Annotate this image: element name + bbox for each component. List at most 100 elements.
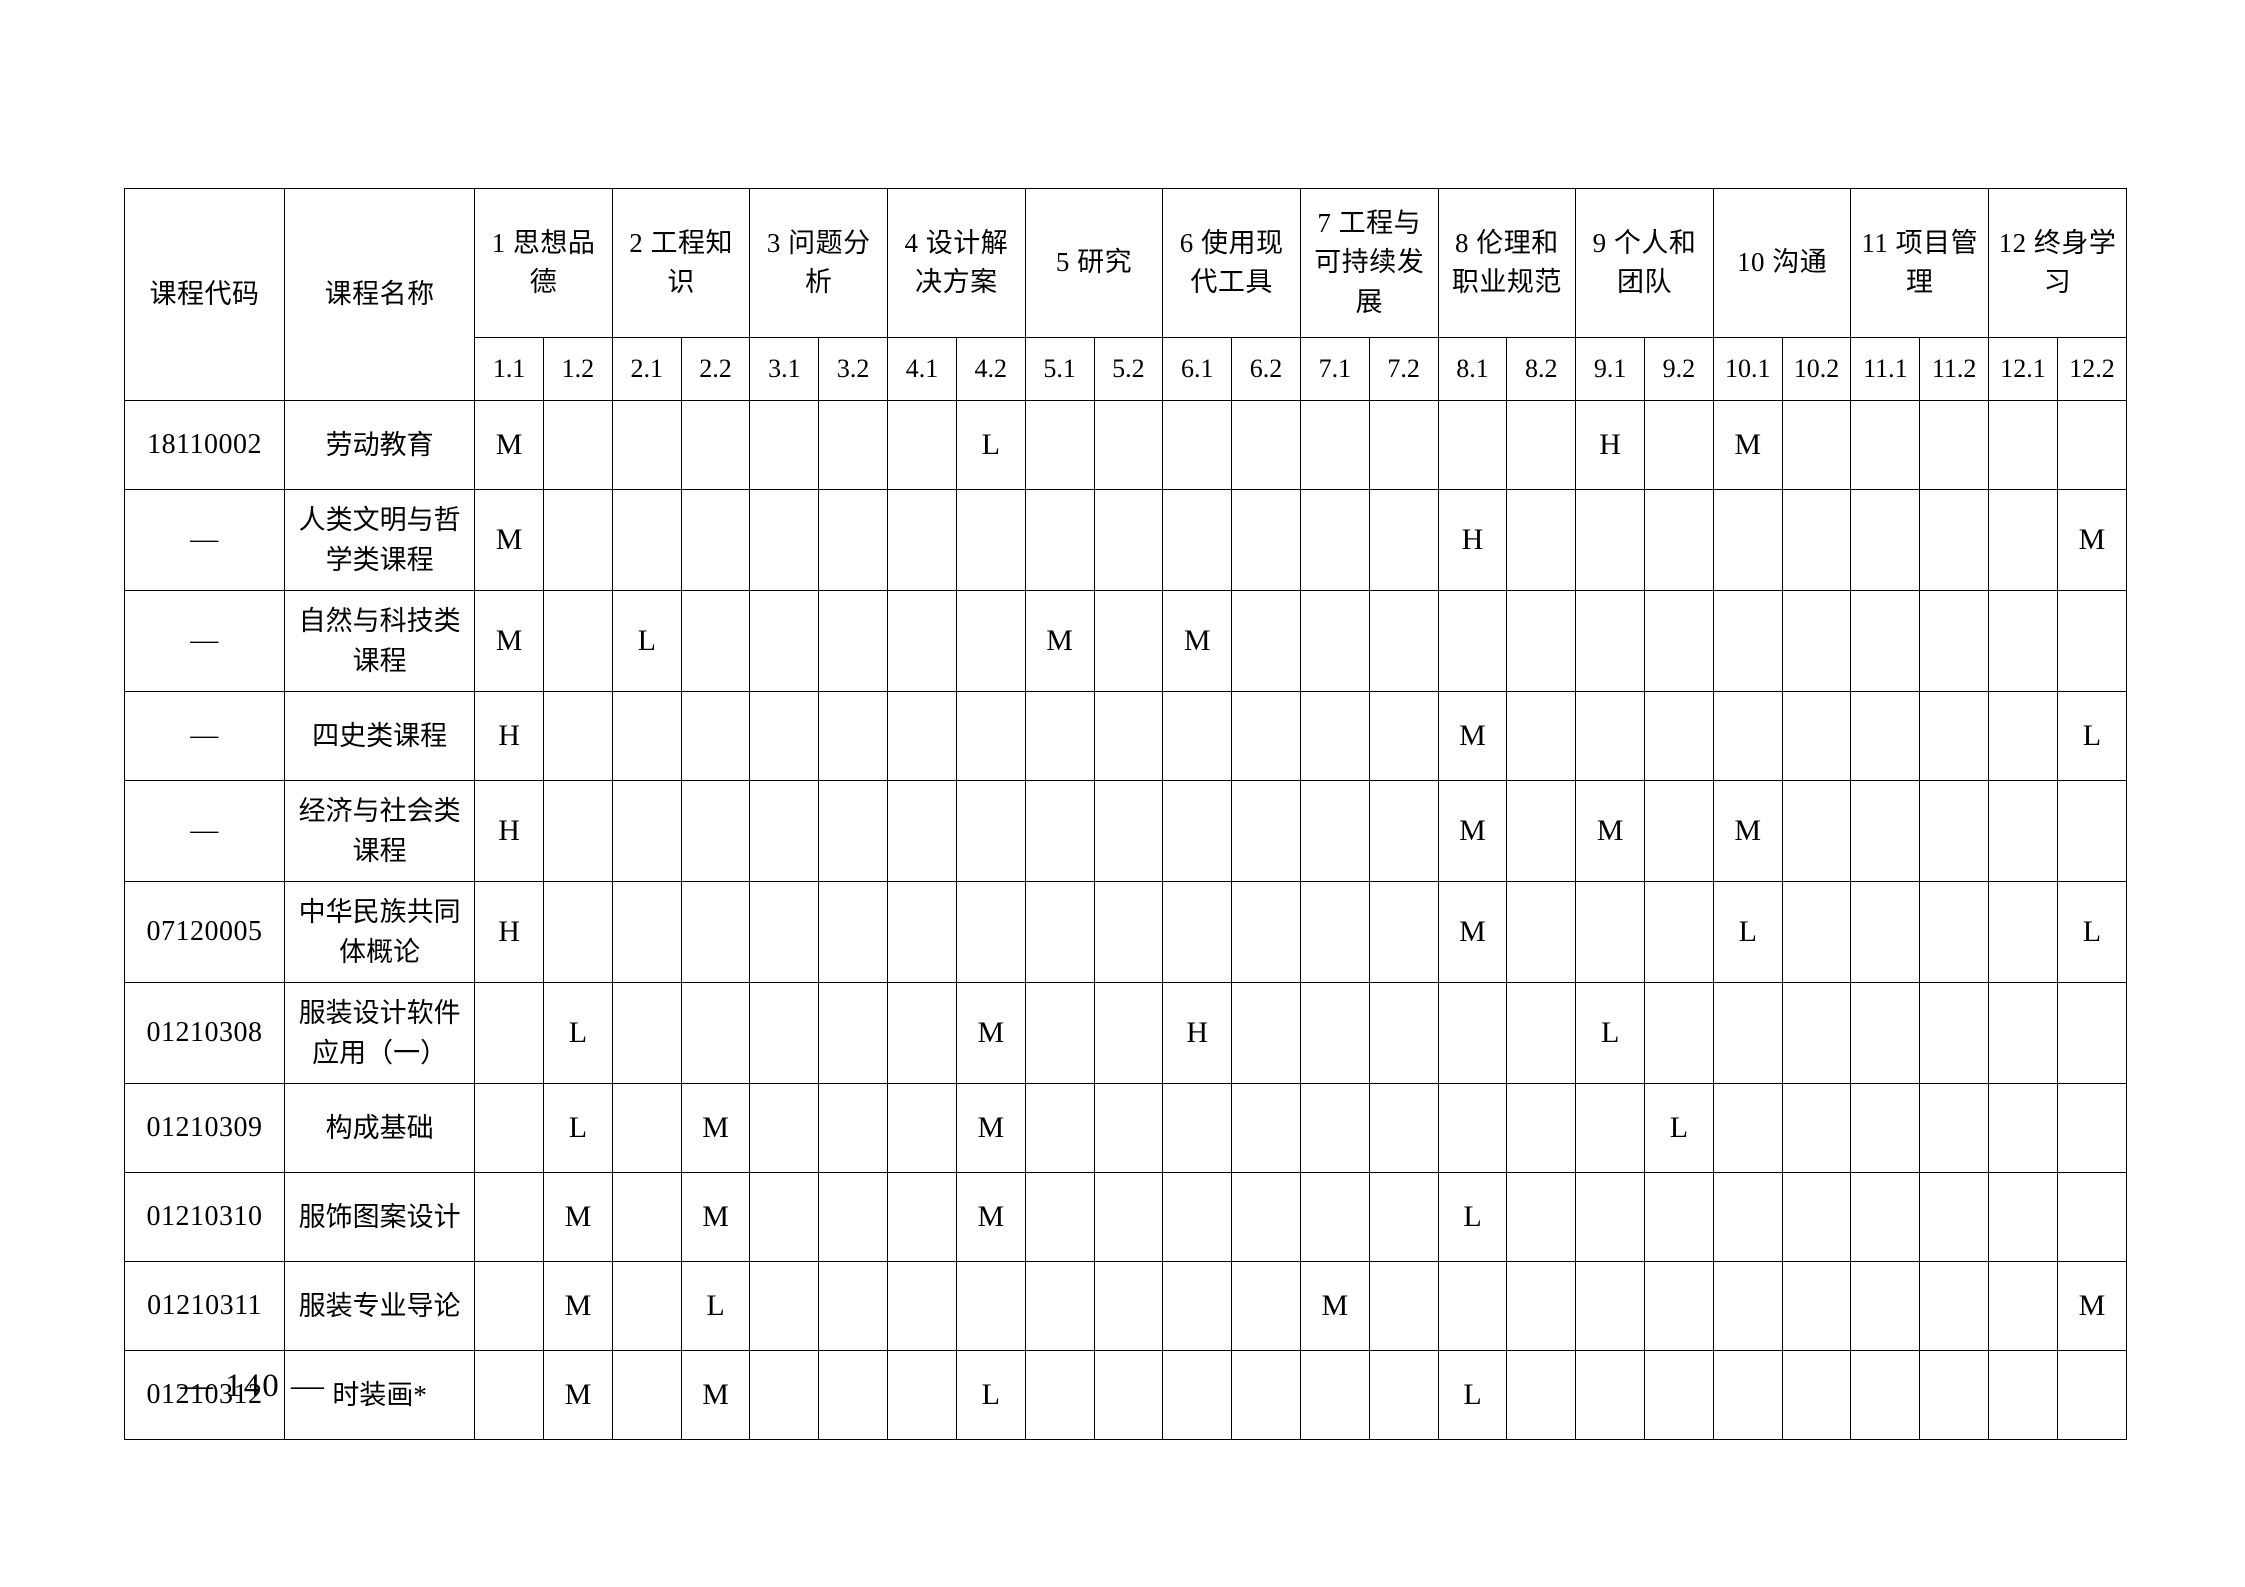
cell-correlation-mark: L	[955, 400, 1026, 490]
cell-correlation-mark	[611, 1083, 682, 1173]
cell-correlation-mark	[543, 400, 613, 490]
cell-correlation-mark	[1368, 590, 1439, 692]
cell-correlation-mark: M	[1162, 590, 1233, 692]
cell-correlation-mark	[2056, 780, 2128, 882]
cell-course-name: 服装设计软件应用（一）	[284, 982, 476, 1084]
header-indicator-code: 1.2	[543, 337, 613, 401]
cell-course-name: 服装专业导论	[284, 1261, 476, 1351]
cell-correlation-mark	[1024, 691, 1095, 781]
cell-correlation-mark	[955, 881, 1026, 983]
header-group-label: 1 思想品德	[491, 227, 596, 297]
cell-correlation-mark	[1575, 489, 1646, 591]
cell-correlation-mark	[887, 590, 957, 692]
cell-correlation-mark: L	[543, 982, 613, 1084]
cell-correlation-mark	[1919, 780, 1990, 882]
header-indicator-code: 3.1	[749, 337, 820, 401]
cell-correlation-mark	[1506, 881, 1577, 983]
cell-course-name: 四史类课程	[284, 691, 476, 781]
cell-correlation-mark	[1368, 400, 1439, 490]
header-group-9: 9 个人和团队	[1575, 188, 1714, 338]
cell-correlation-mark	[1506, 1350, 1577, 1440]
cell-correlation-mark	[1368, 982, 1439, 1084]
header-group-11: 11 项目管理	[1850, 188, 1990, 338]
cell-correlation-mark	[1231, 400, 1301, 490]
cell-correlation-mark	[1781, 1350, 1852, 1440]
cell-correlation-mark	[887, 881, 957, 983]
header-indicator-code: 7.2	[1368, 337, 1439, 401]
cell-correlation-mark: H	[474, 691, 545, 781]
cell-correlation-mark	[1919, 1083, 1990, 1173]
cell-correlation-mark	[2056, 982, 2128, 1084]
cell-correlation-mark	[749, 1350, 820, 1440]
cell-course-code: 01210308	[123, 982, 286, 1084]
cell-course-code: 18110002	[123, 400, 286, 490]
cell-correlation-mark	[1162, 1172, 1233, 1262]
cell-correlation-mark	[1919, 1350, 1990, 1440]
cell-correlation-mark	[474, 1350, 545, 1440]
cell-correlation-mark	[1437, 1261, 1508, 1351]
cell-course-name: 人类文明与哲学类课程	[284, 489, 476, 591]
cell-correlation-mark: M	[1024, 590, 1095, 692]
cell-correlation-mark	[1024, 489, 1095, 591]
matrix-header: 课程代码 课程名称 1 思想品德 2 工程知识 3 问题分析 4 设计解决方案 5 研究…	[123, 188, 2128, 401]
cell-correlation-mark	[1850, 1083, 1921, 1173]
cell-correlation-mark: M	[543, 1350, 613, 1440]
cell-correlation-mark	[1506, 780, 1577, 882]
cell-correlation-mark	[818, 590, 889, 692]
cell-course-code: —	[123, 691, 286, 781]
cell-correlation-mark	[1988, 982, 2058, 1084]
header-group-label: 7 工程与可持续发展	[1314, 208, 1425, 317]
cell-correlation-mark	[1781, 881, 1852, 983]
cell-correlation-mark	[1024, 1083, 1095, 1173]
cell-correlation-mark	[887, 489, 957, 591]
cell-correlation-mark	[1575, 1172, 1646, 1262]
cell-correlation-mark	[749, 780, 820, 882]
cell-correlation-mark	[1850, 691, 1921, 781]
cell-correlation-mark	[2056, 1083, 2128, 1173]
cell-correlation-mark	[1299, 489, 1370, 591]
cell-correlation-mark	[611, 780, 682, 882]
cell-correlation-mark	[1988, 590, 2058, 692]
cell-correlation-mark	[1781, 400, 1852, 490]
cell-correlation-mark	[749, 1261, 820, 1351]
table-row: — 四史类课程 H M L	[123, 691, 2128, 781]
cell-correlation-mark	[1368, 881, 1439, 983]
cell-correlation-mark	[1850, 400, 1921, 490]
cell-correlation-mark	[1437, 400, 1508, 490]
cell-correlation-mark	[611, 1172, 682, 1262]
header-indicator-code: 9.2	[1644, 337, 1714, 401]
cell-correlation-mark	[611, 691, 682, 781]
header-group-label: 6 使用现代工具	[1179, 227, 1284, 297]
cell-course-code: 01210311	[123, 1261, 286, 1351]
cell-correlation-mark	[1162, 400, 1233, 490]
cell-correlation-mark	[1712, 1083, 1783, 1173]
cell-correlation-mark	[1712, 489, 1783, 591]
cell-correlation-mark	[1919, 1172, 1990, 1262]
cell-course-name: 服饰图案设计	[284, 1172, 476, 1262]
cell-correlation-mark	[1712, 1350, 1783, 1440]
cell-correlation-mark: H	[1575, 400, 1646, 490]
cell-correlation-mark: L	[2056, 691, 2128, 781]
curriculum-graduation-requirement-matrix: 课程代码 课程名称 1 思想品德 2 工程知识 3 问题分析 4 设计解决方案 5 研究…	[123, 188, 2128, 1440]
header-group-4: 4 设计解决方案	[887, 188, 1026, 338]
header-group-3: 3 问题分析	[749, 188, 889, 338]
cell-correlation-mark	[1368, 1350, 1439, 1440]
cell-correlation-mark	[1093, 881, 1164, 983]
cell-correlation-mark	[818, 1350, 889, 1440]
cell-correlation-mark	[887, 400, 957, 490]
cell-correlation-mark	[1231, 1261, 1301, 1351]
cell-correlation-mark	[887, 982, 957, 1084]
header-group-row: 课程代码 课程名称 1 思想品德 2 工程知识 3 问题分析 4 设计解决方案 5 研究…	[123, 188, 2127, 401]
cell-correlation-mark	[1781, 1261, 1852, 1351]
cell-correlation-mark	[1575, 1083, 1646, 1173]
header-indicator-code: 2.2	[680, 337, 751, 401]
table-row: 07120005 中华民族共同体概论 H M L L	[123, 881, 2128, 983]
cell-correlation-mark	[1299, 1350, 1370, 1440]
cell-correlation-mark	[1506, 1261, 1577, 1351]
header-indicator-code: 12.1	[1988, 337, 2058, 401]
cell-correlation-mark	[818, 400, 889, 490]
cell-correlation-mark: M	[680, 1083, 751, 1173]
cell-correlation-mark: M	[1712, 400, 1783, 490]
cell-correlation-mark	[611, 489, 682, 591]
cell-correlation-mark	[1162, 691, 1233, 781]
